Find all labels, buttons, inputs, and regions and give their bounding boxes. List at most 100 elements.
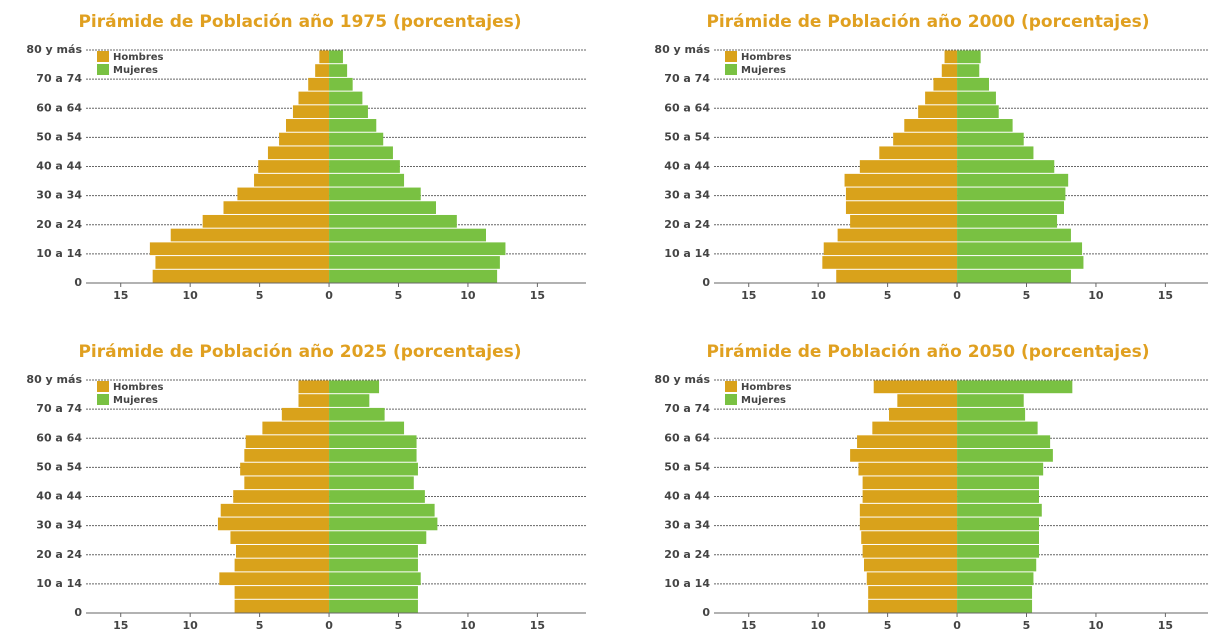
bar	[957, 256, 1084, 269]
bar	[957, 517, 1039, 531]
bar	[329, 558, 418, 572]
bar	[308, 77, 330, 91]
bar	[868, 599, 958, 613]
bar	[298, 380, 330, 394]
bar	[868, 586, 958, 599]
bar	[844, 173, 958, 187]
y-tick-label: 20 a 24	[664, 548, 710, 561]
bar	[329, 132, 384, 146]
x-tick-label: 15	[1158, 289, 1173, 302]
y-tick-label: 50 a 54	[36, 460, 82, 473]
x-tick-label: 0	[953, 289, 961, 302]
chart-title: Pirámide de Población año 1975 (porcenta…	[78, 12, 521, 32]
x-tick-label: 0	[325, 619, 333, 630]
x-tick-label: 10	[183, 289, 199, 302]
y-tick-label: 50 a 54	[36, 130, 82, 143]
x-tick-label: 10	[1088, 289, 1104, 302]
legend-label: Mujeres	[113, 65, 158, 76]
y-tick-label: 0	[74, 606, 82, 619]
y-tick-label: 10 a 14	[36, 577, 82, 590]
bar	[329, 173, 405, 187]
bar	[957, 228, 1071, 242]
bar	[329, 119, 377, 132]
bar	[155, 256, 330, 269]
bar	[957, 435, 1051, 449]
bar	[245, 435, 330, 449]
y-tick-label: 80 y más	[26, 43, 82, 56]
y-tick-label: 80 y más	[654, 43, 710, 56]
x-tick-label: 0	[953, 619, 961, 630]
legend-label: Mujeres	[741, 395, 786, 406]
bar	[862, 476, 958, 490]
bar	[879, 146, 958, 160]
y-tick-label: 0	[74, 276, 82, 289]
bar	[329, 214, 457, 228]
x-tick-label: 5	[256, 289, 264, 302]
bar	[329, 407, 385, 421]
bar	[862, 544, 958, 558]
y-tick-label: 50 a 54	[664, 130, 710, 143]
y-tick-label: 0	[702, 276, 710, 289]
bar	[893, 132, 958, 146]
bar	[329, 269, 498, 283]
bar	[244, 449, 330, 462]
bar	[957, 407, 1026, 421]
y-tick-label: 40 a 44	[36, 160, 82, 173]
bar	[329, 394, 370, 407]
bar	[858, 462, 958, 476]
y-tick-label: 40 a 44	[664, 490, 710, 503]
bar	[957, 77, 989, 91]
bar	[170, 228, 330, 242]
bar	[859, 517, 958, 531]
bar	[864, 558, 958, 572]
bar	[957, 160, 1055, 173]
bar	[850, 214, 958, 228]
x-tick-label: 10	[811, 289, 827, 302]
bar	[957, 380, 1073, 394]
bar	[836, 269, 958, 283]
bar	[152, 269, 330, 283]
x-tick-label: 15	[113, 619, 128, 630]
chart-title: Pirámide de Población año 2050 (porcenta…	[706, 342, 1149, 362]
y-tick-label: 20 a 24	[36, 218, 82, 231]
bar	[957, 146, 1034, 160]
legend-swatch	[725, 51, 737, 62]
bar	[897, 394, 958, 407]
bar	[957, 242, 1083, 256]
bar	[329, 599, 418, 613]
legend-label: Hombres	[113, 382, 164, 393]
x-tick-label: 10	[1088, 619, 1104, 630]
bar	[859, 503, 958, 517]
bar	[957, 132, 1024, 146]
legend-swatch	[97, 381, 109, 392]
chart-title: Pirámide de Población año 2025 (porcenta…	[78, 342, 521, 362]
x-tick-label: 5	[1023, 289, 1031, 302]
bar	[236, 544, 330, 558]
bar	[329, 77, 353, 91]
bar	[845, 201, 958, 214]
y-tick-label: 80 y más	[654, 373, 710, 386]
x-tick-label: 15	[530, 289, 545, 302]
bar	[957, 462, 1044, 476]
legend-label: Hombres	[741, 382, 792, 393]
bar	[329, 380, 380, 394]
bar	[329, 421, 405, 435]
bar	[329, 462, 418, 476]
y-tick-label: 30 a 34	[36, 519, 82, 532]
y-tick-label: 0	[702, 606, 710, 619]
bar	[254, 173, 330, 187]
legend-swatch	[97, 51, 109, 62]
bar	[329, 105, 368, 119]
x-tick-label: 5	[256, 619, 264, 630]
bar	[230, 531, 330, 544]
bar	[850, 449, 958, 462]
bar	[233, 490, 330, 503]
bar	[286, 119, 330, 132]
bar	[258, 160, 330, 173]
bar	[329, 64, 348, 77]
bar	[315, 64, 330, 77]
bar	[279, 132, 330, 146]
bar	[866, 572, 958, 586]
y-tick-label: 40 a 44	[36, 490, 82, 503]
bar	[329, 503, 435, 517]
